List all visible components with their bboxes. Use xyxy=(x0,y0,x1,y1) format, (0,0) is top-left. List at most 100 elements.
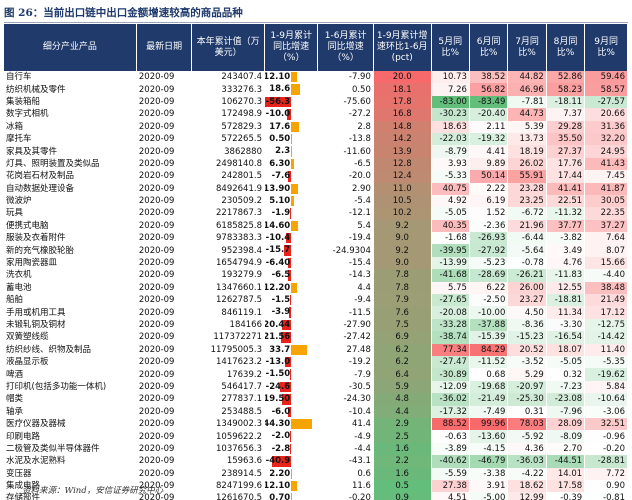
ytd6-growth-cell: -13.8 xyxy=(317,132,374,146)
growth-change-cell: 14.8 xyxy=(373,120,432,133)
monthly-growth-cell: 24.95 xyxy=(584,145,628,158)
ytd6-growth-cell: 41.4 xyxy=(317,417,374,431)
growth-data-bar xyxy=(291,121,300,132)
ytd9-growth-value: -13.0 xyxy=(265,356,291,367)
monthly-growth-cell: -5.23 xyxy=(469,256,509,270)
monthly-growth-cell: 40.35 xyxy=(431,219,470,233)
date-cell: 2020-09 xyxy=(136,281,193,295)
table-row: 玩具 2020-09 2217867.3 -1.9 -12.1 10.2 -5.05 1.52… xyxy=(4,207,628,220)
monthly-growth-cell: 20.66 xyxy=(584,108,628,121)
ytd6-growth-cell: -27.42 xyxy=(317,331,374,344)
ytd-total-cell: 1059622.2 xyxy=(191,430,265,443)
ytd9-growth-cell: -24.6 xyxy=(264,380,319,394)
date-cell: 2020-09 xyxy=(136,479,193,493)
date-cell: 2020-09 xyxy=(136,71,193,84)
table-row: 微波炉 2020-09 230509.2 5.10 -5.4 10.5 4.92 6.19 23… xyxy=(4,194,628,208)
ytd-total-cell: 17639.2 xyxy=(191,368,265,381)
header-row: 细分产业产品 最新日期 本年累计值（万美元） 1-9月累计同比增速（%） 1-6… xyxy=(4,24,628,71)
monthly-growth-cell: 77.34 xyxy=(431,343,470,356)
title-divider xyxy=(4,22,628,23)
growth-change-cell: 9.2 xyxy=(373,244,432,257)
ytd9-growth-value: -6.0 xyxy=(271,406,291,417)
monthly-growth-cell: -20.40 xyxy=(469,108,509,121)
monthly-growth-cell: -0.20 xyxy=(584,442,628,456)
ytd9-growth-cell: -7.6 xyxy=(264,170,319,183)
date-cell: 2020-09 xyxy=(136,120,193,133)
ytd9-growth-cell: -10.4 xyxy=(264,232,319,245)
growth-change-cell: 2.2 xyxy=(373,455,432,468)
ytd9-growth-cell: -20.44 xyxy=(264,318,319,332)
ytd6-growth-cell: -7.9 xyxy=(317,368,374,381)
col-header-total: 本年累计值（万美元） xyxy=(191,24,265,71)
monthly-growth-cell: 22.51 xyxy=(546,194,586,208)
growth-change-cell: 14.2 xyxy=(373,132,432,146)
ytd9-growth-cell: 13.90 xyxy=(264,182,319,195)
monthly-growth-cell: 44.73 xyxy=(507,108,547,121)
monthly-growth-cell: 11.34 xyxy=(546,306,586,319)
date-cell: 2020-09 xyxy=(136,157,193,171)
monthly-growth-cell: -11.83 xyxy=(546,269,586,282)
ytd9-growth-cell: -19.50 xyxy=(264,393,319,406)
growth-data-bar xyxy=(285,356,292,368)
ytd-total-cell: 230509.2 xyxy=(191,194,265,208)
monthly-growth-cell: 2.70 xyxy=(546,442,586,456)
ytd-total-cell: 9783383.3 xyxy=(191,232,265,245)
monthly-growth-cell: -0.81 xyxy=(584,492,628,500)
ytd9-growth-value: 0.50 xyxy=(269,133,291,144)
growth-data-bar xyxy=(286,109,292,120)
monthly-growth-cell: 32.51 xyxy=(584,417,628,431)
product-name-cell: 手用或机用工具 xyxy=(4,306,137,319)
monthly-growth-cell: -13.60 xyxy=(469,430,509,443)
product-name-cell: 啤酒 xyxy=(4,368,137,381)
monthly-growth-cell: -18.81 xyxy=(546,294,586,307)
ytd9-growth-value: 12.10 xyxy=(264,72,291,82)
date-cell: 2020-09 xyxy=(136,207,193,220)
monthly-growth-cell: -0.96 xyxy=(584,430,628,443)
growth-data-bar xyxy=(291,220,298,232)
ytd-total-cell: 1261670.5 xyxy=(191,492,265,500)
date-cell: 2020-09 xyxy=(136,417,193,431)
monthly-growth-cell: -5.35 xyxy=(584,355,628,369)
product-name-cell: 双簧塑线缆 xyxy=(4,331,137,344)
ytd9-growth-cell: -6.40 xyxy=(264,256,319,270)
date-cell: 2020-09 xyxy=(136,256,193,270)
monthly-growth-cell: -83.49 xyxy=(469,95,509,109)
product-name-cell: 纺织纱线、织物及制品 xyxy=(4,343,137,356)
ytd9-growth-value: -56.3 xyxy=(265,96,291,107)
ytd9-growth-cell: 33.7 xyxy=(264,343,319,356)
monthly-growth-cell: -4.22 xyxy=(507,467,547,480)
date-cell: 2020-09 xyxy=(136,380,193,394)
monthly-growth-cell: 58.57 xyxy=(584,83,628,96)
product-name-cell: 洗衣机 xyxy=(4,269,137,282)
table-row: 打印机(包括多功能一体机) 2020-09 546417.7 -24.6 -30.5 5.… xyxy=(4,380,628,394)
table-row: 家用陶瓷器皿 2020-09 1654794.9 -6.40 -15.4 9.0 -13.9… xyxy=(4,256,628,270)
date-cell: 2020-09 xyxy=(136,368,193,381)
product-name-cell: 摩托车 xyxy=(4,132,137,146)
monthly-growth-cell: -46.79 xyxy=(469,455,509,468)
ytd-total-cell: 1654794.9 xyxy=(191,256,265,270)
monthly-growth-cell: -3.82 xyxy=(546,232,586,245)
table-row: 集装箱船 2020-09 106270.3 -56.3 -75.60 17.8 -83.00… xyxy=(4,95,628,109)
monthly-growth-cell: 55.91 xyxy=(507,170,547,183)
table-row: 蓄电池 2020-09 1347660.1 12.20 4.4 7.8 5.75 6.22 26… xyxy=(4,281,628,295)
growth-data-bar xyxy=(272,456,292,467)
product-name-cell: 数字式相机 xyxy=(4,108,137,121)
ytd6-growth-cell: 27.48 xyxy=(317,343,374,356)
date-cell: 2020-09 xyxy=(136,132,193,146)
product-name-cell: 自行车 xyxy=(4,71,137,84)
date-cell: 2020-09 xyxy=(136,343,193,356)
monthly-growth-cell: -11.32 xyxy=(546,207,586,220)
ytd9-growth-cell: 12.20 xyxy=(264,281,319,295)
growth-change-cell: 1.6 xyxy=(373,442,432,456)
ytd-total-cell: 277837.1 xyxy=(191,393,265,406)
monthly-growth-cell: -83.00 xyxy=(431,95,470,109)
ytd6-growth-cell: -19.2 xyxy=(317,355,374,369)
monthly-growth-cell: 13.73 xyxy=(507,132,547,146)
ytd9-growth-cell: 0.50 xyxy=(264,132,319,146)
ytd-total-cell: 1347660.1 xyxy=(191,281,265,295)
growth-data-bar xyxy=(288,270,292,281)
growth-data-bar xyxy=(291,418,312,430)
monthly-growth-cell: 17.44 xyxy=(546,170,586,183)
ytd9-growth-value: 2.3 xyxy=(275,146,291,157)
